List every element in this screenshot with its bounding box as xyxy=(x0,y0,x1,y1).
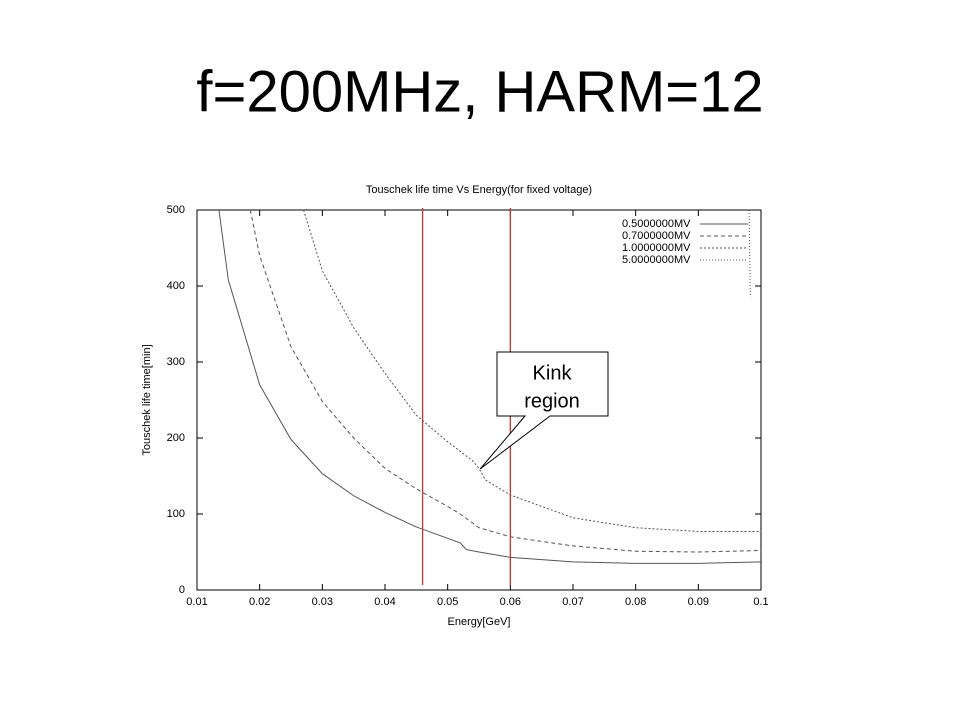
y-tick-label: 500 xyxy=(167,204,185,216)
x-tick-label: 0.06 xyxy=(500,596,521,608)
chart-title: Touschek life time Vs Energy(for fixed v… xyxy=(366,184,592,196)
legend-label: 1.0000000MV xyxy=(622,242,691,254)
series-line xyxy=(249,209,762,553)
y-tick-label: 0 xyxy=(179,584,185,596)
series-line xyxy=(748,209,751,298)
x-tick-label: 0.1 xyxy=(753,596,768,608)
callout-text: region xyxy=(524,390,580,412)
x-tick-label: 0.03 xyxy=(312,596,333,608)
x-axis-label: Energy[GeV] xyxy=(448,616,511,628)
y-tick-label: 100 xyxy=(167,508,185,520)
x-tick-label: 0.04 xyxy=(374,596,395,608)
callout-text: Kink xyxy=(533,362,573,384)
series-line xyxy=(218,209,762,564)
x-tick-label: 0.07 xyxy=(562,596,583,608)
slide-title: f=200MHz, HARM=12 xyxy=(196,59,763,124)
y-axis-label: Touschek life time[min] xyxy=(141,344,153,455)
y-tick-label: 300 xyxy=(167,356,185,368)
x-tick-label: 0.08 xyxy=(625,596,646,608)
callout-box xyxy=(479,351,609,470)
x-tick-label: 0.02 xyxy=(249,596,270,608)
x-tick-label: 0.01 xyxy=(186,596,207,608)
legend-label: 5.0000000MV xyxy=(622,254,691,266)
legend-label: 0.7000000MV xyxy=(622,230,691,242)
plot-frame xyxy=(196,209,762,591)
y-tick-label: 200 xyxy=(167,432,185,444)
series-line xyxy=(303,209,761,532)
legend-label: 0.5000000MV xyxy=(622,218,691,230)
x-tick-label: 0.09 xyxy=(688,596,709,608)
y-tick-label: 400 xyxy=(167,280,185,292)
x-tick-label: 0.05 xyxy=(437,596,458,608)
